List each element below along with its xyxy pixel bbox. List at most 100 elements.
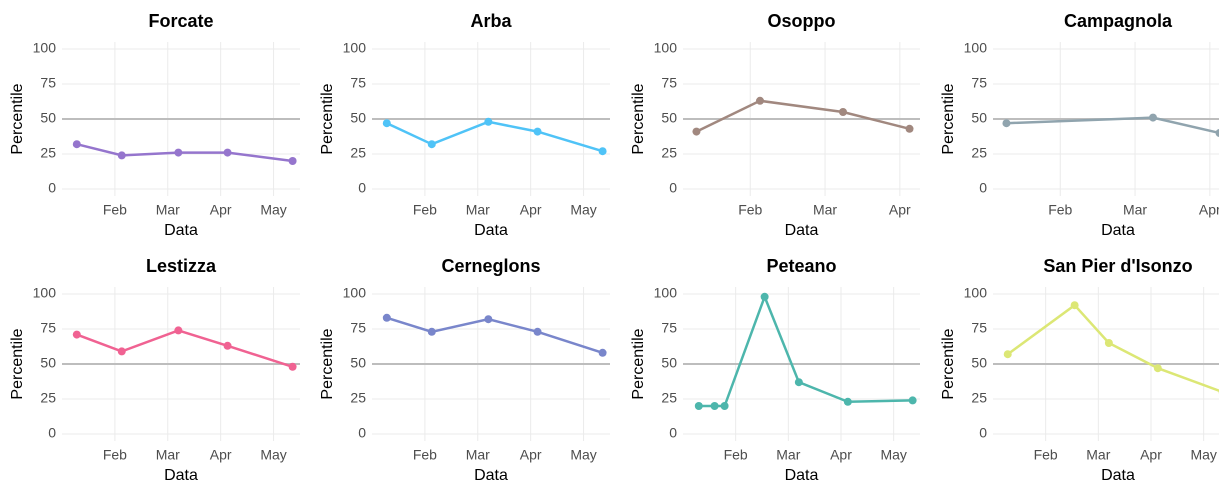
data-point [288,362,297,371]
x-tick-label: Feb [738,202,762,218]
y-tick-label: 25 [661,145,677,161]
x-tick-label: Mar [156,202,180,218]
panel: San Pier d'Isonzo 0 25 50 75 100 Feb Mar Apr May D… [940,256,1219,482]
y-tick-label: 75 [350,75,366,91]
data-point [117,347,126,356]
data-point [174,326,183,335]
data-point [1104,339,1113,347]
y-tick-label: 100 [964,40,988,56]
x-tick-label: Apr [210,202,232,218]
data-point [223,148,232,157]
x-tick-label: Feb [103,447,127,463]
y-tick-label: 100 [654,285,678,301]
panel: Campagnola 0 25 50 75 100 Feb Mar Apr Data Percent… [940,11,1219,239]
y-tick-label: 50 [40,110,56,126]
data-point [484,117,493,126]
y-tick-label: 25 [350,145,366,161]
series-line [76,329,293,368]
data-point [720,402,729,410]
x-tick-label: Mar [466,447,490,463]
x-tick-label: Apr [830,447,852,463]
x-tick-label: Mar [156,447,180,463]
series-line [695,99,910,133]
data-point [288,157,297,165]
data-point [533,127,542,136]
y-axis-label: Percentile [630,328,647,399]
x-tick-label: Apr [520,202,542,218]
data-point [1002,119,1011,128]
x-tick-label: May [1190,447,1216,463]
data-point [760,292,769,301]
x-tick-label: Mar [466,202,490,218]
y-tick-label: 50 [40,355,56,371]
data-point [533,327,542,336]
y-tick-label: 50 [971,110,987,126]
data-point [598,147,607,156]
y-axis-label: Percentile [9,83,26,154]
series-line [1007,303,1219,392]
x-axis-label: Data [164,222,198,239]
y-tick-label: 0 [48,425,56,441]
x-axis-label: Data [785,467,819,482]
panel: Arba 0 25 50 75 100 Feb Mar Apr May Data Percentile [319,11,610,239]
panel-title: Cerneglons [441,256,540,276]
data-point [223,341,232,350]
x-tick-label: Apr [210,447,232,463]
y-tick-label: 75 [661,320,677,336]
x-tick-label: May [570,447,596,463]
y-tick-label: 25 [661,390,677,406]
data-point [1070,301,1079,310]
data-point [174,148,183,157]
y-tick-label: 0 [979,180,987,196]
y-tick-label: 75 [661,75,677,91]
y-axis-label: Percentile [940,83,957,154]
y-axis-label: Percentile [319,83,336,154]
x-tick-label: Feb [413,202,437,218]
x-tick-label: Feb [103,202,127,218]
panel-title: Peteano [766,256,836,276]
x-axis-label: Data [785,222,819,239]
series-line [386,316,603,354]
data-point [843,397,852,406]
panel: Osoppo 0 25 50 75 100 Feb Mar Apr Data Percentile [630,11,920,239]
x-tick-label: Feb [1034,447,1058,463]
panel: Cerneglons 0 25 50 75 100 Feb Mar Apr May Data Perc… [319,256,610,482]
panel-title: Forcate [148,11,213,31]
data-point [117,151,126,160]
x-tick-label: Apr [520,447,542,463]
x-tick-label: Apr [1199,202,1219,218]
y-tick-label: 100 [964,285,988,301]
data-point [905,124,914,133]
x-axis-label: Data [164,467,198,482]
data-point [710,402,719,410]
y-axis-label: Percentile [630,83,647,154]
y-axis-label: Percentile [9,328,26,399]
series-line [698,293,913,408]
y-tick-label: 100 [343,40,367,56]
y-tick-label: 25 [40,390,56,406]
data-point [756,96,765,105]
panel-title: Campagnola [1064,11,1173,31]
y-tick-label: 25 [350,390,366,406]
x-axis-label: Data [474,222,508,239]
panel-title: Osoppo [768,11,836,31]
x-tick-label: May [880,447,906,463]
y-tick-label: 100 [654,40,678,56]
series-line [386,120,603,153]
x-tick-label: Feb [413,447,437,463]
panel: Lestizza 0 25 50 75 100 Feb Mar Apr May Data Percen… [9,256,300,482]
x-tick-label: May [570,202,596,218]
y-tick-label: 0 [48,180,56,196]
x-tick-label: Apr [889,202,911,218]
x-axis-label: Data [474,467,508,482]
data-point [1003,350,1012,359]
y-axis-label: Percentile [319,328,336,399]
x-tick-label: May [260,447,286,463]
panel: Forcate 0 25 50 75 100 Feb Mar Apr May Data Percent… [9,11,300,239]
x-tick-label: Apr [1140,447,1162,463]
y-tick-label: 75 [350,320,366,336]
x-tick-label: Mar [1123,202,1147,218]
data-point [427,140,436,149]
data-point [694,402,703,410]
y-tick-label: 50 [661,355,677,371]
